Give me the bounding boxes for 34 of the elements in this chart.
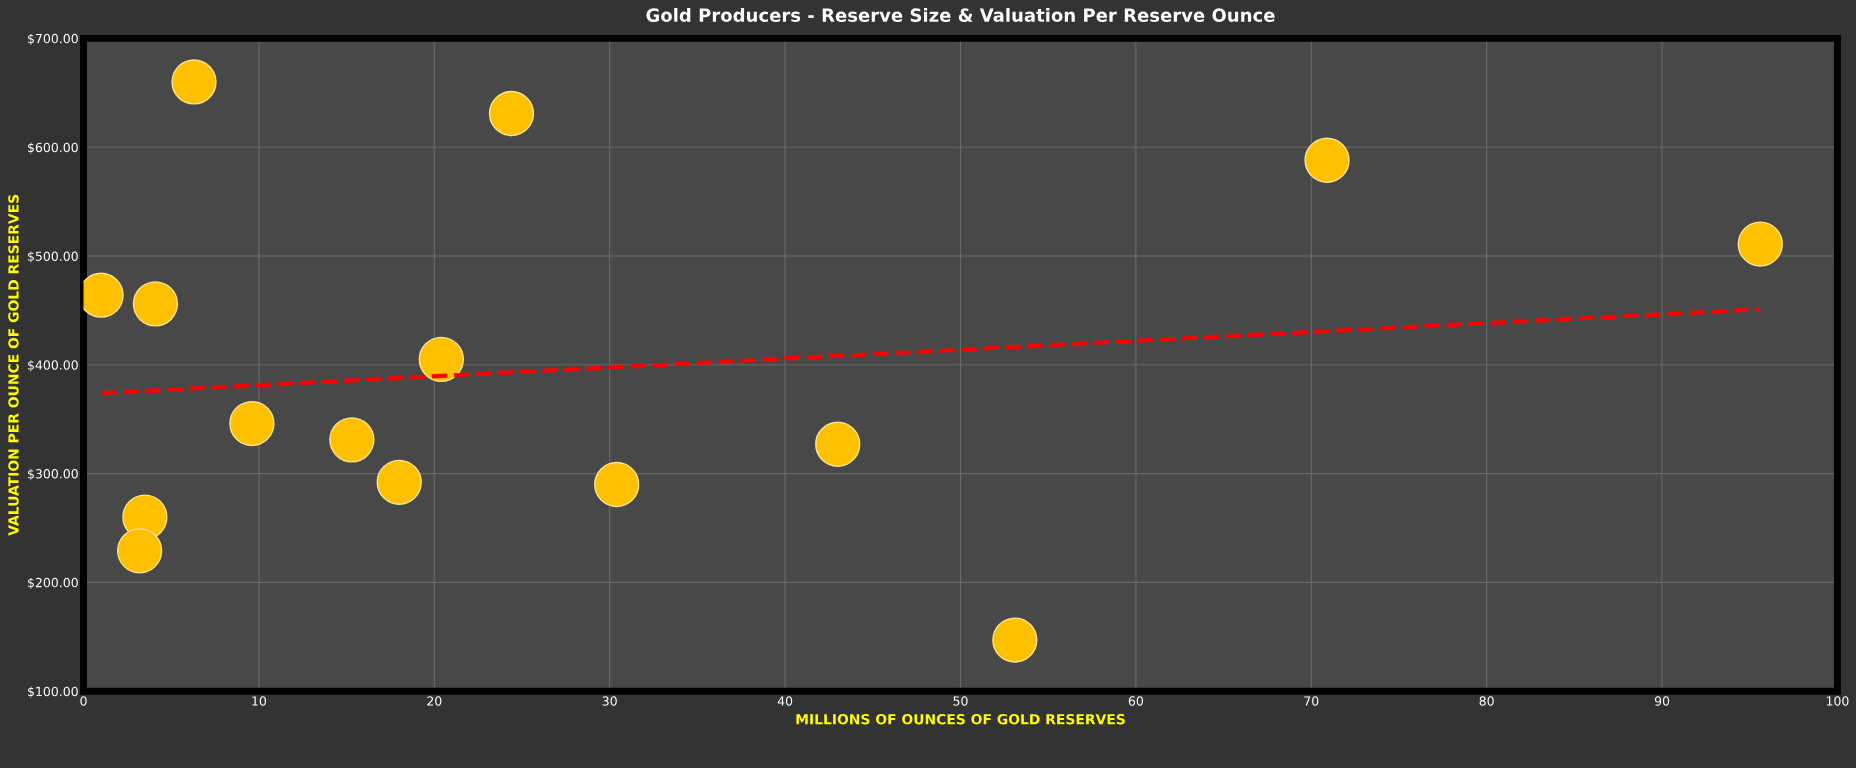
x-tick-label: 60 <box>1128 696 1143 706</box>
y-tick-label: $500.00 <box>28 251 78 263</box>
x-tick-label: 30 <box>602 696 617 706</box>
chart-title: Gold Producers - Reserve Size & Valuation Per Reserve Ounce <box>646 8 1275 22</box>
y-tick-label: $400.00 <box>28 360 78 372</box>
x-tick-label: 10 <box>252 696 267 706</box>
point <box>488 90 535 137</box>
y-tick-label: $200.00 <box>28 577 78 589</box>
point <box>376 459 422 505</box>
point <box>171 59 217 105</box>
y-axis-title: VALUATION PER OUNCE OF GOLD RESERVES <box>8 194 19 536</box>
point <box>132 281 179 327</box>
point <box>815 421 861 467</box>
point <box>229 400 275 447</box>
point <box>1304 137 1350 183</box>
point <box>594 461 640 508</box>
x-axis-title: MILLIONS OF OUNCES OF GOLD RESERVES <box>796 713 1125 725</box>
x-tick-label: 100 <box>1826 696 1849 706</box>
x-tick-label: 80 <box>1479 696 1494 706</box>
x-tick-label: 0 <box>80 696 87 706</box>
y-tick-label: $700.00 <box>28 33 78 45</box>
point <box>418 336 464 383</box>
x-tick-label: 90 <box>1654 696 1670 706</box>
point <box>1737 221 1783 267</box>
x-tick-label: 20 <box>427 696 442 706</box>
x-tick-label: 70 <box>1304 696 1319 706</box>
point <box>116 528 163 574</box>
point <box>329 417 375 463</box>
y-tick-label: $100.00 <box>28 686 78 698</box>
y-tick-label: $600.00 <box>28 142 78 154</box>
x-tick-label: 40 <box>777 696 793 706</box>
x-tick-label: 50 <box>953 696 968 706</box>
y-tick-label: $300.00 <box>28 468 78 481</box>
point <box>992 617 1038 663</box>
